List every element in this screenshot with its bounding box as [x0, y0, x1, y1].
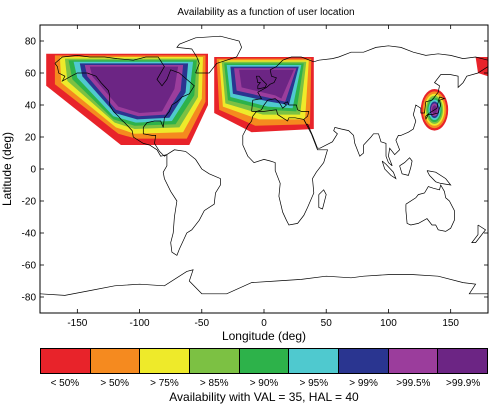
colorbar-level-label: < 50%	[50, 378, 80, 389]
x-tick-label: 0	[261, 318, 267, 329]
east-edge-availability-band	[475, 57, 488, 77]
y-tick-label: 20	[25, 133, 37, 144]
x-tick-label: -50	[195, 318, 210, 329]
x-tick-label: 50	[321, 318, 333, 329]
y-tick-label: 0	[30, 165, 36, 176]
y-tick-label: 80	[25, 37, 37, 48]
australia-coast	[405, 184, 455, 232]
colorbar-level-label: >99.9%	[446, 378, 481, 389]
borneo-coast	[399, 157, 413, 176]
colorbar-level-label: > 50%	[100, 378, 129, 389]
chart-title: Availability as a function of user locat…	[177, 7, 354, 18]
colorbar-level-label: > 99%	[349, 378, 378, 389]
africa-coast	[242, 109, 328, 226]
y-tick-label: -20	[22, 197, 37, 208]
new-zealand-coast	[471, 224, 487, 243]
y-tick-label: -80	[22, 293, 37, 304]
y-tick-label: -40	[22, 229, 37, 240]
x-axis-label: Longitude (deg)	[222, 329, 306, 343]
y-axis-label: Latitude (deg)	[0, 132, 14, 206]
y-tick-label: 40	[25, 101, 37, 112]
na-availability-band	[89, 66, 179, 113]
x-tick-label: -100	[130, 318, 150, 329]
japan-coast	[425, 96, 446, 120]
x-tick-label: 150	[442, 318, 459, 329]
greenland-coast	[176, 35, 242, 74]
colorbar-level-label: > 85%	[199, 378, 229, 389]
colorbar-swatch	[41, 349, 91, 373]
new-guinea-coast	[426, 170, 452, 186]
colorbar-swatch	[388, 349, 439, 373]
eurasia-coast	[251, 45, 488, 167]
colorbar	[40, 348, 488, 374]
x-tick-label: -150	[67, 318, 87, 329]
north-america-coast	[54, 55, 195, 157]
indonesia-coast	[381, 160, 397, 180]
colorbar-swatch	[140, 349, 191, 373]
colorbar-level-label: > 95%	[299, 378, 329, 389]
antarctica-coast	[40, 269, 488, 296]
colorbar-swatch	[239, 349, 290, 373]
y-tick-label: 60	[25, 69, 37, 80]
madagascar-coast	[318, 189, 327, 210]
colorbar-labels: < 50% > 50% > 75% > 85% > 90% > 95% > 99% >99.5…	[40, 378, 488, 389]
colorbar-swatch	[289, 349, 340, 373]
uk-coast	[256, 75, 267, 90]
x-tick-label: 100	[380, 318, 397, 329]
colorbar-swatch	[339, 349, 389, 373]
south-america-coast	[162, 149, 221, 256]
colorbar-swatch	[190, 349, 240, 373]
colorbar-title: Availability with VAL = 35, HAL = 40	[169, 390, 359, 404]
colorbar-level-label: > 75%	[150, 378, 179, 389]
colorbar-swatch	[90, 349, 141, 373]
y-tick-label: -60	[22, 261, 37, 272]
colorbar-level-label: > 90%	[249, 378, 279, 389]
colorbar-level-label: >99.5%	[396, 378, 431, 389]
colorbar-swatch	[438, 349, 488, 373]
